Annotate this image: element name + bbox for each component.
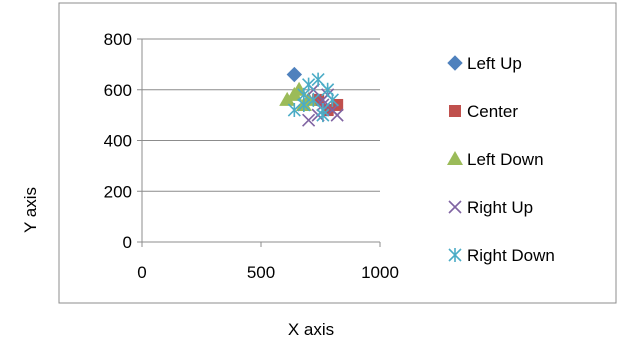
legend-marker-right-up <box>448 200 462 214</box>
y-tick-label: 800 <box>104 30 132 49</box>
data-point-right-down <box>297 87 311 102</box>
y-tick-label: 400 <box>104 132 132 151</box>
y-tick-label: 200 <box>104 182 132 201</box>
legend-marker-center <box>449 105 461 117</box>
legend-marker-right-down <box>448 248 462 262</box>
legend-label: Center <box>467 102 518 121</box>
chart-area-border <box>58 2 617 304</box>
x-tick-label: 0 <box>137 263 146 282</box>
x-axis-title: X axis <box>288 320 334 339</box>
data-point-right-up <box>330 108 344 122</box>
y-axis-title: Y axis <box>21 187 40 233</box>
axes <box>137 39 381 247</box>
data-point-left-up <box>286 66 303 83</box>
legend-label: Left Down <box>467 150 544 169</box>
legend-marker-left-up <box>447 55 463 71</box>
data-point-right-down <box>325 92 339 107</box>
data-point-right-down <box>316 108 330 123</box>
legend-label: Right Up <box>467 198 533 217</box>
y-tick-label: 0 <box>123 233 132 252</box>
legend-marker-left-down <box>447 151 463 165</box>
tick-labels: 0 200 400 600 800 0 500 1000 <box>104 30 399 282</box>
legend-label: Right Down <box>467 246 555 265</box>
gridlines <box>137 38 380 192</box>
data-point-right-down <box>287 103 301 118</box>
x-tick-label: 1000 <box>361 263 399 282</box>
x-tick-label: 500 <box>247 263 275 282</box>
data-point-left-down <box>279 91 296 106</box>
data-point-right-up <box>302 113 316 127</box>
data-point-right-down <box>311 72 325 87</box>
legend: Left Up Center Left Down Right Up Right Down <box>447 54 555 265</box>
data-points <box>279 66 344 127</box>
y-tick-label: 600 <box>104 81 132 100</box>
legend-label: Left Up <box>467 54 522 73</box>
